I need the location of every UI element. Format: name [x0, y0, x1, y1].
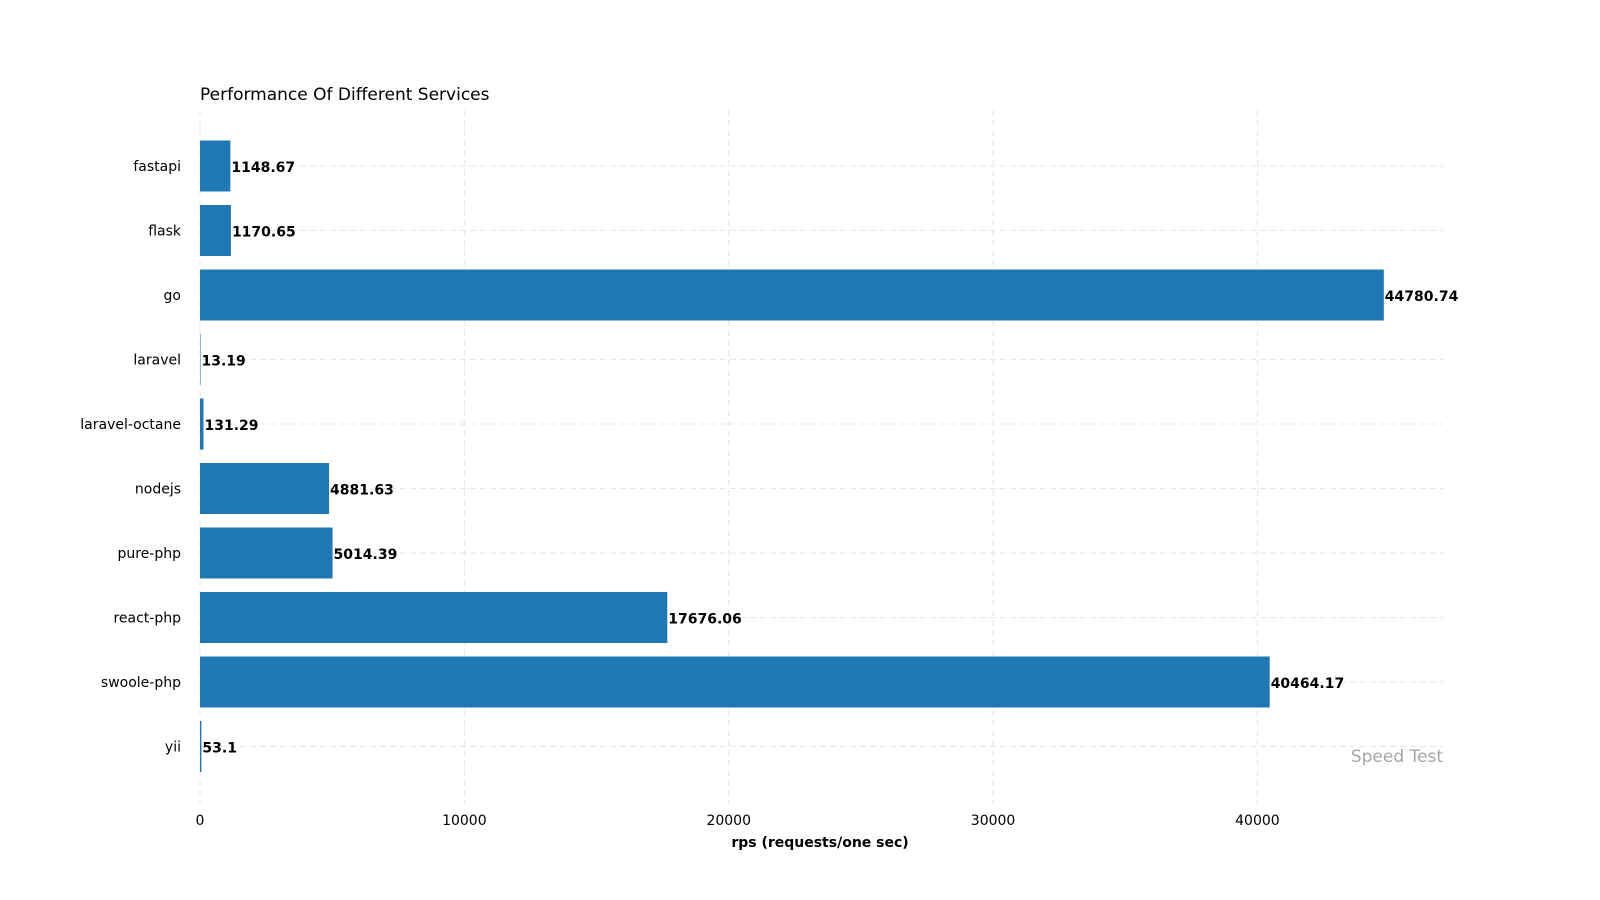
- bar-laravel: [200, 334, 201, 385]
- bar-pure-php: [200, 527, 333, 579]
- value-label: 53.1: [202, 741, 237, 757]
- x-tick-label: 40000: [1235, 813, 1280, 829]
- value-label: 1148.67: [231, 160, 295, 176]
- category-label: yii: [165, 740, 181, 756]
- category-label: nodejs: [135, 482, 181, 498]
- value-label: 4881.63: [330, 483, 394, 499]
- value-label: 1170.65: [232, 225, 296, 241]
- bar-laravel-octane: [200, 398, 204, 450]
- value-label: 5014.39: [334, 547, 398, 563]
- chart-title: Performance Of Different Services: [200, 85, 490, 105]
- bars-layer: [200, 140, 1384, 772]
- x-tick-label: 30000: [971, 813, 1016, 829]
- bar-flask: [200, 205, 231, 256]
- category-label: go: [164, 288, 181, 304]
- category-label: pure-php: [117, 546, 181, 562]
- category-label: fastapi: [133, 159, 181, 175]
- category-label: laravel: [133, 353, 181, 369]
- bar-swoole-php: [200, 656, 1270, 708]
- bar-yii: [200, 721, 202, 772]
- labels-layer: 0 10000 20000 30000 40000 fastapi 1148.67 flask…: [80, 159, 1458, 829]
- bar-fastapi: [200, 140, 231, 192]
- value-label: 131.29: [204, 418, 258, 434]
- value-label: 17676.06: [668, 612, 742, 628]
- x-tick-label: 10000: [442, 813, 487, 829]
- category-label: react-php: [113, 611, 181, 627]
- speed-test-annotation: Speed Test: [1351, 747, 1444, 767]
- value-label: 13.19: [202, 354, 246, 370]
- bar-react-php: [200, 592, 668, 643]
- value-label: 40464.17: [1271, 676, 1345, 692]
- value-label: 44780.74: [1385, 289, 1459, 305]
- bar-nodejs: [200, 463, 330, 514]
- x-tick-label: 20000: [706, 813, 751, 829]
- category-label: laravel-octane: [80, 417, 181, 433]
- bar-go: [200, 269, 1384, 321]
- x-axis-label: rps (requests/one sec): [731, 835, 908, 851]
- category-label: swoole-php: [101, 675, 181, 691]
- category-label: flask: [148, 224, 182, 240]
- x-tick-label: 0: [196, 813, 205, 829]
